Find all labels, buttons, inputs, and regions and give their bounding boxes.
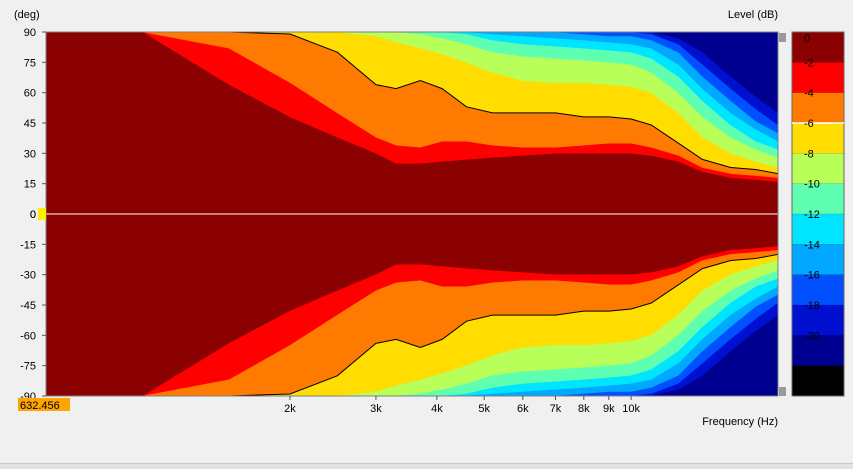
y-axis-unit-label: (deg) [14, 9, 40, 21]
x-tick-label: 2k [284, 403, 296, 415]
colorbar-swatch [792, 62, 844, 94]
colorbar-level-label: -12 [804, 209, 820, 221]
y-cursor-marker[interactable] [38, 208, 46, 220]
colorbar-level-label: -10 [804, 179, 820, 191]
colorbar-swatch [792, 183, 844, 215]
x-cursor-readout: 632.456 [20, 400, 60, 412]
band-upper-8-db [46, 32, 778, 168]
x-tick-label: 9k [603, 403, 615, 415]
colorbar-border [791, 31, 845, 397]
y-tick-label: -15 [20, 239, 36, 251]
y-tick-label: 0 [30, 209, 36, 221]
x-tick-label: 4k [431, 403, 443, 415]
colorbar-swatch [792, 305, 844, 336]
y-tick-label: -60 [20, 330, 36, 342]
colorbar-swatch [792, 153, 844, 185]
x-tick-label: 6k [517, 403, 529, 415]
band-upper-20-db [46, 32, 778, 114]
y-tick-label: 45 [24, 118, 36, 130]
colorbar-level-label: -16 [804, 270, 820, 282]
y-tick-label: -45 [20, 300, 36, 312]
colorbar-level-label: -20 [804, 330, 820, 342]
x-axis-unit-label: Frequency (Hz) [702, 416, 778, 428]
x-axis: 2k 3k 4k 5k 6k 7k 8k 9k 10k [284, 396, 640, 415]
band-lower-20-db [46, 314, 778, 396]
x-cursor-marker[interactable] [18, 398, 70, 411]
colorbar-level-label: -4 [804, 88, 814, 100]
y-cursor-readout: 0 [30, 209, 36, 221]
colorbar-swatch [792, 365, 844, 397]
colorbar-slider-top[interactable] [779, 33, 786, 42]
colorbar-swatch [792, 123, 844, 154]
colorbar-level-label: 0 [804, 33, 810, 45]
colorbar: 0 -2 -4 -6 -8 -10 -12 -14 -16 -18 -20 [791, 31, 845, 397]
colorbar-swatch [792, 92, 844, 124]
x-tick-label: 3k [370, 403, 382, 415]
contour-line-lower-6-db [46, 253, 778, 396]
y-tick-label: -75 [20, 361, 36, 373]
y-tick-label: 30 [24, 148, 36, 160]
y-tick-label: 60 [24, 88, 36, 100]
y-tick-label: 15 [24, 179, 36, 191]
colorbar-level-label: -18 [804, 300, 820, 312]
x-tick-label: 8k [578, 403, 590, 415]
x-tick-label: 7k [550, 403, 562, 415]
colorbar-swatch [792, 244, 844, 276]
x-tick-label: 10k [622, 403, 640, 415]
colorbar-level-label: -2 [804, 57, 814, 69]
y-tick-label: 90 [24, 27, 36, 39]
colorbar-slider-bottom[interactable] [779, 387, 786, 396]
y-tick-label: -30 [20, 270, 36, 282]
colorbar-level-label: -6 [804, 118, 814, 130]
contour-line-upper-6-db [46, 32, 778, 175]
colorbar-title: Level (dB) [728, 9, 778, 21]
contour-lines [46, 32, 778, 396]
colorbar-swatch [792, 214, 844, 245]
y-tick-label: 75 [24, 57, 36, 69]
colorbar-level-label: -8 [804, 148, 814, 160]
colorbar-level-label: -14 [804, 239, 820, 251]
colorbar-swatch [792, 335, 844, 367]
x-tick-label: 5k [478, 403, 490, 415]
colorbar-swatch [792, 274, 844, 306]
colorbar-swatch [792, 32, 844, 63]
band-lower-8-db [46, 260, 778, 396]
status-bar [0, 463, 853, 469]
